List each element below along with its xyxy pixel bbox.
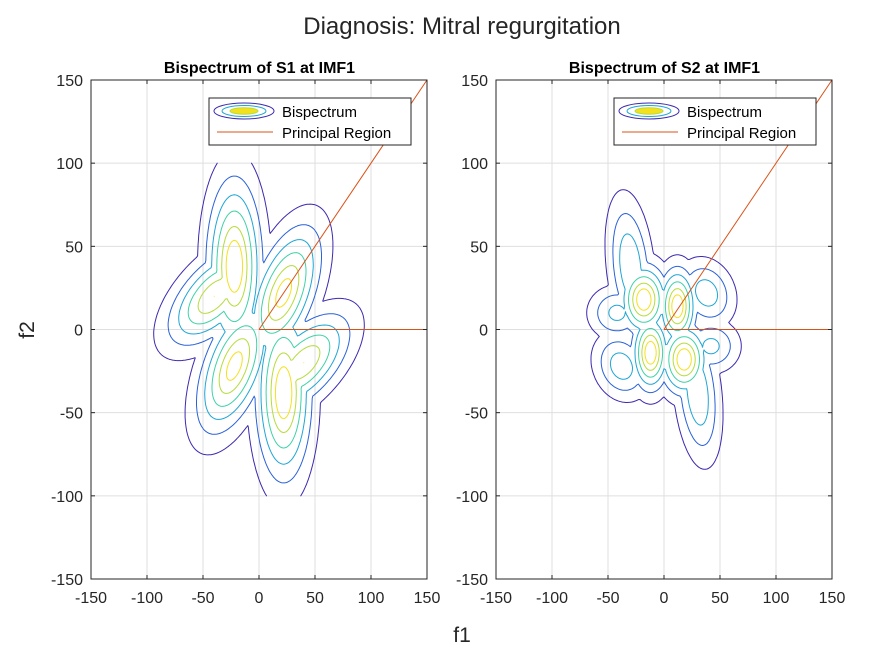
y-tick-label: 50 [470, 239, 488, 256]
y-tick-label: -50 [60, 406, 83, 423]
contour-level-3 [178, 194, 340, 465]
panel-title: Bispectrum of S2 at IMF1 [569, 60, 760, 77]
y-tick-label: -150 [51, 572, 83, 589]
legend-icon-ring [626, 105, 672, 117]
x-tick-label: 100 [358, 590, 385, 607]
contour-level-6 [636, 288, 692, 371]
legend-icon-ring [229, 107, 259, 115]
x-tick-label: -100 [536, 590, 568, 607]
panel-s1: Bispectrum of S1 at IMF1 -150 -100 -50 0 50 1… [51, 60, 440, 607]
x-tick-label: 100 [763, 590, 790, 607]
figure-title: Diagnosis: Mitral regurgitation [303, 13, 620, 40]
x-tick-label: -50 [596, 590, 619, 607]
contour-level-5 [197, 226, 321, 433]
x-axis-label: f1 [453, 624, 471, 647]
legend-icon-ring [213, 102, 275, 120]
panel-title: Bispectrum of S1 at IMF1 [164, 60, 355, 77]
y-tick-label: 100 [461, 156, 488, 173]
contour-level-4 [187, 210, 331, 449]
y-tick-label: -100 [456, 489, 488, 506]
y-tick-label: -150 [456, 572, 488, 589]
legend-icon-ring [634, 107, 664, 115]
legend-icon-ring [221, 105, 267, 117]
x-tick-label: 0 [255, 590, 264, 607]
x-tick-label: 50 [711, 590, 729, 607]
contour-level-2 [597, 213, 731, 446]
contour-level-1 [586, 189, 742, 470]
contour-group [586, 189, 742, 470]
y-tick-label: 100 [56, 156, 83, 173]
contour-group [153, 162, 365, 497]
y-tick-label: -50 [465, 406, 488, 423]
legend: Bispectrum Principal Region [613, 97, 817, 146]
contour-level-2 [167, 175, 351, 484]
x-tick-label: -150 [480, 590, 512, 607]
bispectrum-legend-icon [618, 102, 680, 120]
contour-level-5 [632, 282, 696, 377]
x-tick-label: 50 [306, 590, 324, 607]
contour-level-1 [153, 162, 365, 497]
legend-icon-ring [618, 102, 680, 120]
y-tick-label: 150 [461, 73, 488, 90]
bispectrum-legend-icon [213, 102, 275, 120]
x-tick-label: 150 [819, 590, 846, 607]
legend: Bispectrum Principal Region [208, 97, 412, 146]
y-axis-label: f2 [16, 321, 39, 339]
y-tick-label: 50 [65, 239, 83, 256]
legend-label-bispectrum: Bispectrum [687, 104, 762, 121]
contour-level-6 [213, 239, 305, 420]
x-tick-label: 150 [414, 590, 441, 607]
x-tick-label: 0 [660, 590, 669, 607]
y-tick-label: -100 [51, 489, 83, 506]
panel-s2: Bispectrum of S2 at IMF1 -150 -100 -50 0 50 1… [456, 60, 845, 607]
contour-level-4 [628, 276, 700, 383]
y-tick-label: 0 [74, 323, 83, 340]
legend-label-bispectrum: Bispectrum [282, 104, 357, 121]
x-tick-label: -50 [191, 590, 214, 607]
y-tick-label: 0 [479, 323, 488, 340]
contour-level-3 [608, 233, 720, 426]
x-tick-label: -100 [131, 590, 163, 607]
legend-label-principal-region: Principal Region [687, 125, 796, 142]
legend-label-principal-region: Principal Region [282, 125, 391, 142]
y-tick-label: 150 [56, 73, 83, 90]
x-tick-label: -150 [75, 590, 107, 607]
